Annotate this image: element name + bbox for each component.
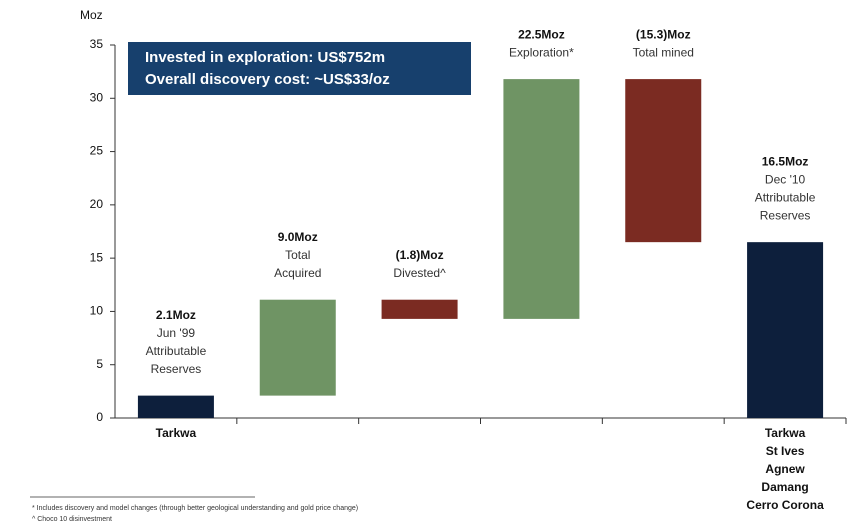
bar [625, 79, 702, 243]
x-tick-label: Damang [761, 480, 808, 494]
x-tick-label: Tarkwa [765, 426, 806, 440]
y-axis-label: Moz [80, 8, 103, 22]
bar [747, 242, 824, 418]
bar-description: Reserves [760, 208, 811, 222]
bar [137, 395, 214, 418]
bar [381, 299, 458, 319]
value-label: (1.8)Moz [396, 248, 444, 262]
bar-description: Exploration* [509, 45, 574, 59]
bar [503, 79, 580, 319]
bar-description: Reserves [151, 362, 202, 376]
value-label: 22.5Moz [518, 27, 565, 41]
bar-description: Acquired [274, 266, 321, 280]
annotation: Invested in exploration: US$752m [145, 49, 385, 66]
y-tick-label: 25 [90, 144, 104, 158]
bar-description: Jun '99 [157, 326, 196, 340]
value-label: 9.0Moz [278, 230, 318, 244]
y-tick-label: 15 [90, 250, 104, 264]
footnote: * Includes discovery and model changes (… [32, 505, 358, 512]
y-tick-label: 20 [90, 197, 104, 211]
x-tick-label: Cerro Corona [746, 498, 824, 512]
annotation-box [128, 42, 471, 95]
value-label: (15.3)Moz [636, 27, 691, 41]
value-label: 16.5Moz [762, 154, 809, 168]
y-tick-label: 0 [96, 410, 103, 424]
annotation: Overall discovery cost: ~US$33/oz [145, 71, 390, 88]
bar-description: Attributable [146, 344, 207, 358]
bar-description: Dec '10 [765, 172, 806, 186]
bar-description: Attributable [755, 190, 816, 204]
bar-description: Total [285, 248, 310, 262]
bar [259, 299, 336, 396]
y-tick-label: 5 [96, 357, 103, 371]
bar-description: Total mined [633, 45, 694, 59]
x-tick-label: St Ives [766, 444, 805, 458]
y-tick-label: 30 [90, 90, 104, 104]
footnote: ^ Choco 10 disinvestment [32, 516, 112, 523]
value-label: 2.1Moz [156, 308, 196, 322]
x-tick-label: Tarkwa [156, 426, 197, 440]
y-tick-label: 35 [90, 37, 104, 51]
y-tick-label: 10 [90, 304, 104, 318]
x-tick-label: Agnew [765, 462, 805, 476]
bar-description: Divested^ [393, 266, 446, 280]
